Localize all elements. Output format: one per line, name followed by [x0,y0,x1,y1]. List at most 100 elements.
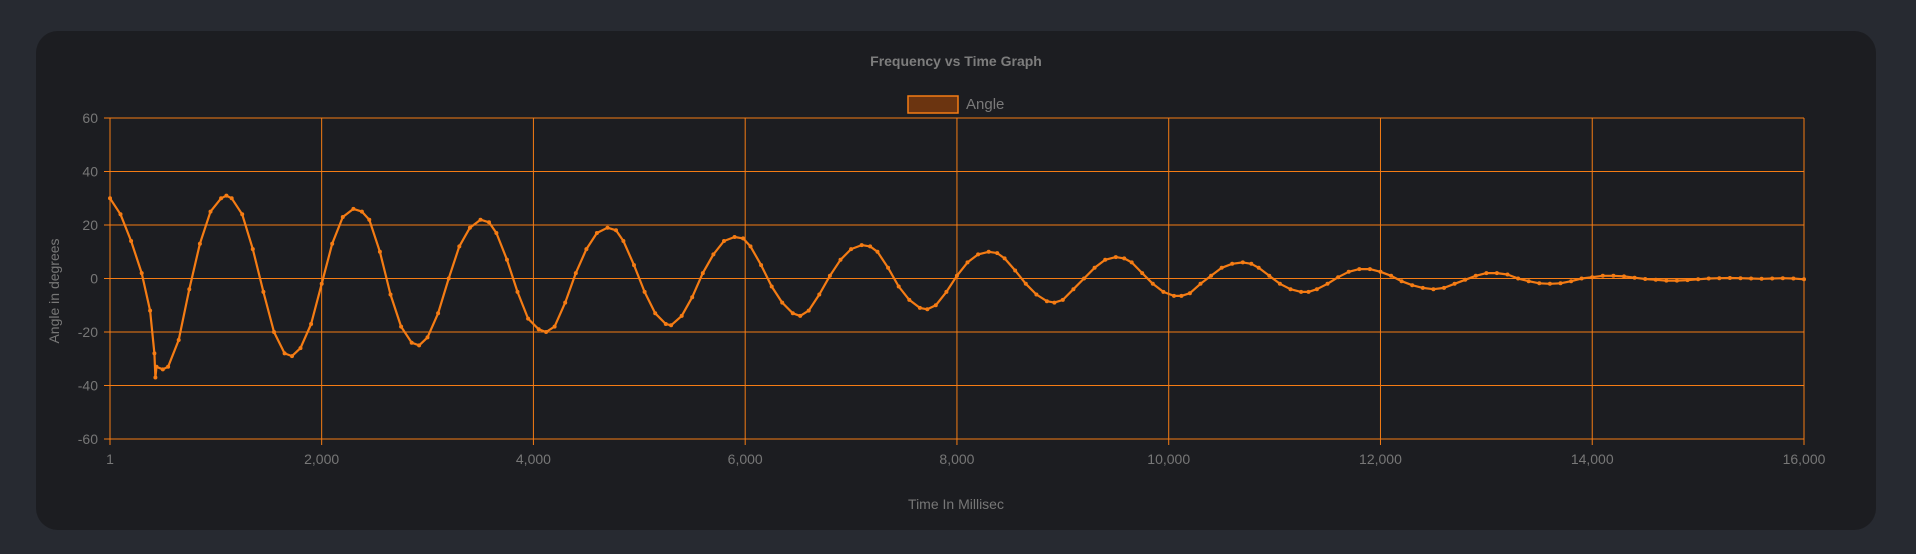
data-point [1558,281,1563,286]
data-point [780,300,785,305]
data-point [208,209,213,214]
data-point [1632,275,1637,280]
data-point [1267,273,1272,278]
data-point [272,330,276,334]
data-point [614,228,618,233]
data-point [1664,278,1669,283]
data-point [1780,276,1785,281]
data-point [954,273,959,278]
data-point [487,220,491,225]
grid [104,117,1805,445]
data-point [224,193,229,198]
data-point [436,311,441,316]
data-point [148,308,153,313]
data-point [748,244,753,249]
data-point [1674,278,1679,283]
data-point [1314,287,1319,292]
data-point [594,231,599,235]
data-point [1002,256,1007,261]
data-point [1122,256,1127,261]
data-point [1103,257,1108,262]
data-point [584,247,589,252]
data-point [1306,289,1311,294]
data-point [1013,268,1018,273]
data-point [663,322,668,326]
data-point [425,335,430,340]
x-tick-label: 2,000 [304,451,339,467]
data-point [108,196,112,201]
data-point [1140,271,1145,276]
data-point [1367,267,1372,272]
data-point [925,307,930,312]
data-point [563,300,568,305]
data-point [806,308,811,313]
data-point [722,239,726,243]
data-point [859,243,864,248]
data-point [1399,279,1404,284]
x-tick-label: 8,000 [939,451,974,467]
data-point [965,260,970,265]
data-point [494,231,499,235]
data-point [1357,267,1362,272]
data-point [152,351,157,356]
data-point [907,297,912,302]
data-point [1129,260,1134,265]
data-point [917,305,922,310]
data-point [1082,276,1086,281]
data-point [1431,287,1436,292]
data-point [1240,260,1245,265]
data-point [1516,276,1521,281]
y-tick-label: 40 [82,164,98,180]
x-tick-label: 16,000 [1783,451,1826,467]
data-point [1653,277,1658,282]
data-point [330,241,335,246]
data-point [838,257,843,262]
data-point [261,289,266,294]
x-tick-label: 10,000 [1147,451,1190,467]
x-tick-label: 6,000 [728,451,763,467]
data-point [240,212,245,217]
data-point [118,212,123,217]
data-point [1420,285,1425,290]
data-point [605,225,610,230]
data-point [1389,273,1394,278]
x-tick-label: 1 [106,451,114,467]
data-point [1161,289,1166,294]
data-point [417,343,422,348]
y-tick-label: 0 [90,271,98,287]
chart-title: Frequency vs Time Graph [870,53,1042,69]
data-point [1463,277,1468,282]
data-point [1277,281,1282,286]
data-point [944,289,949,294]
data-point [817,292,822,297]
data-point [1484,271,1489,276]
data-point [995,251,1000,256]
data-point [176,338,181,342]
x-tick-labels: 1 2,000 4,000 6,000 8,000 10,000 12,000 14,000 1… [106,451,1826,467]
data-point [377,249,382,254]
data-point [290,354,294,359]
data-point [1113,255,1118,260]
data-point [399,324,404,329]
x-tick-label: 12,000 [1359,451,1402,467]
data-point [367,217,372,222]
data-point [1494,271,1499,276]
data-point [986,249,991,254]
data-point [1249,261,1254,266]
data-point [1092,265,1097,270]
data-point [1600,273,1605,278]
data-point [309,322,314,326]
data-point [1256,265,1261,270]
data-point [1410,283,1415,288]
series-angle [108,193,1806,380]
data-point [351,206,356,211]
data-point [1569,279,1574,284]
chart-svg: Frequency vs Time Graph Angle 60 40 20 0 -20… [46,53,1826,512]
data-point [1219,265,1224,270]
legend[interactable]: Angle [907,95,1004,114]
data-point [1537,281,1542,286]
data-point [1579,276,1584,281]
data-point [298,346,303,351]
data-point [129,239,134,243]
data-point [526,316,531,321]
